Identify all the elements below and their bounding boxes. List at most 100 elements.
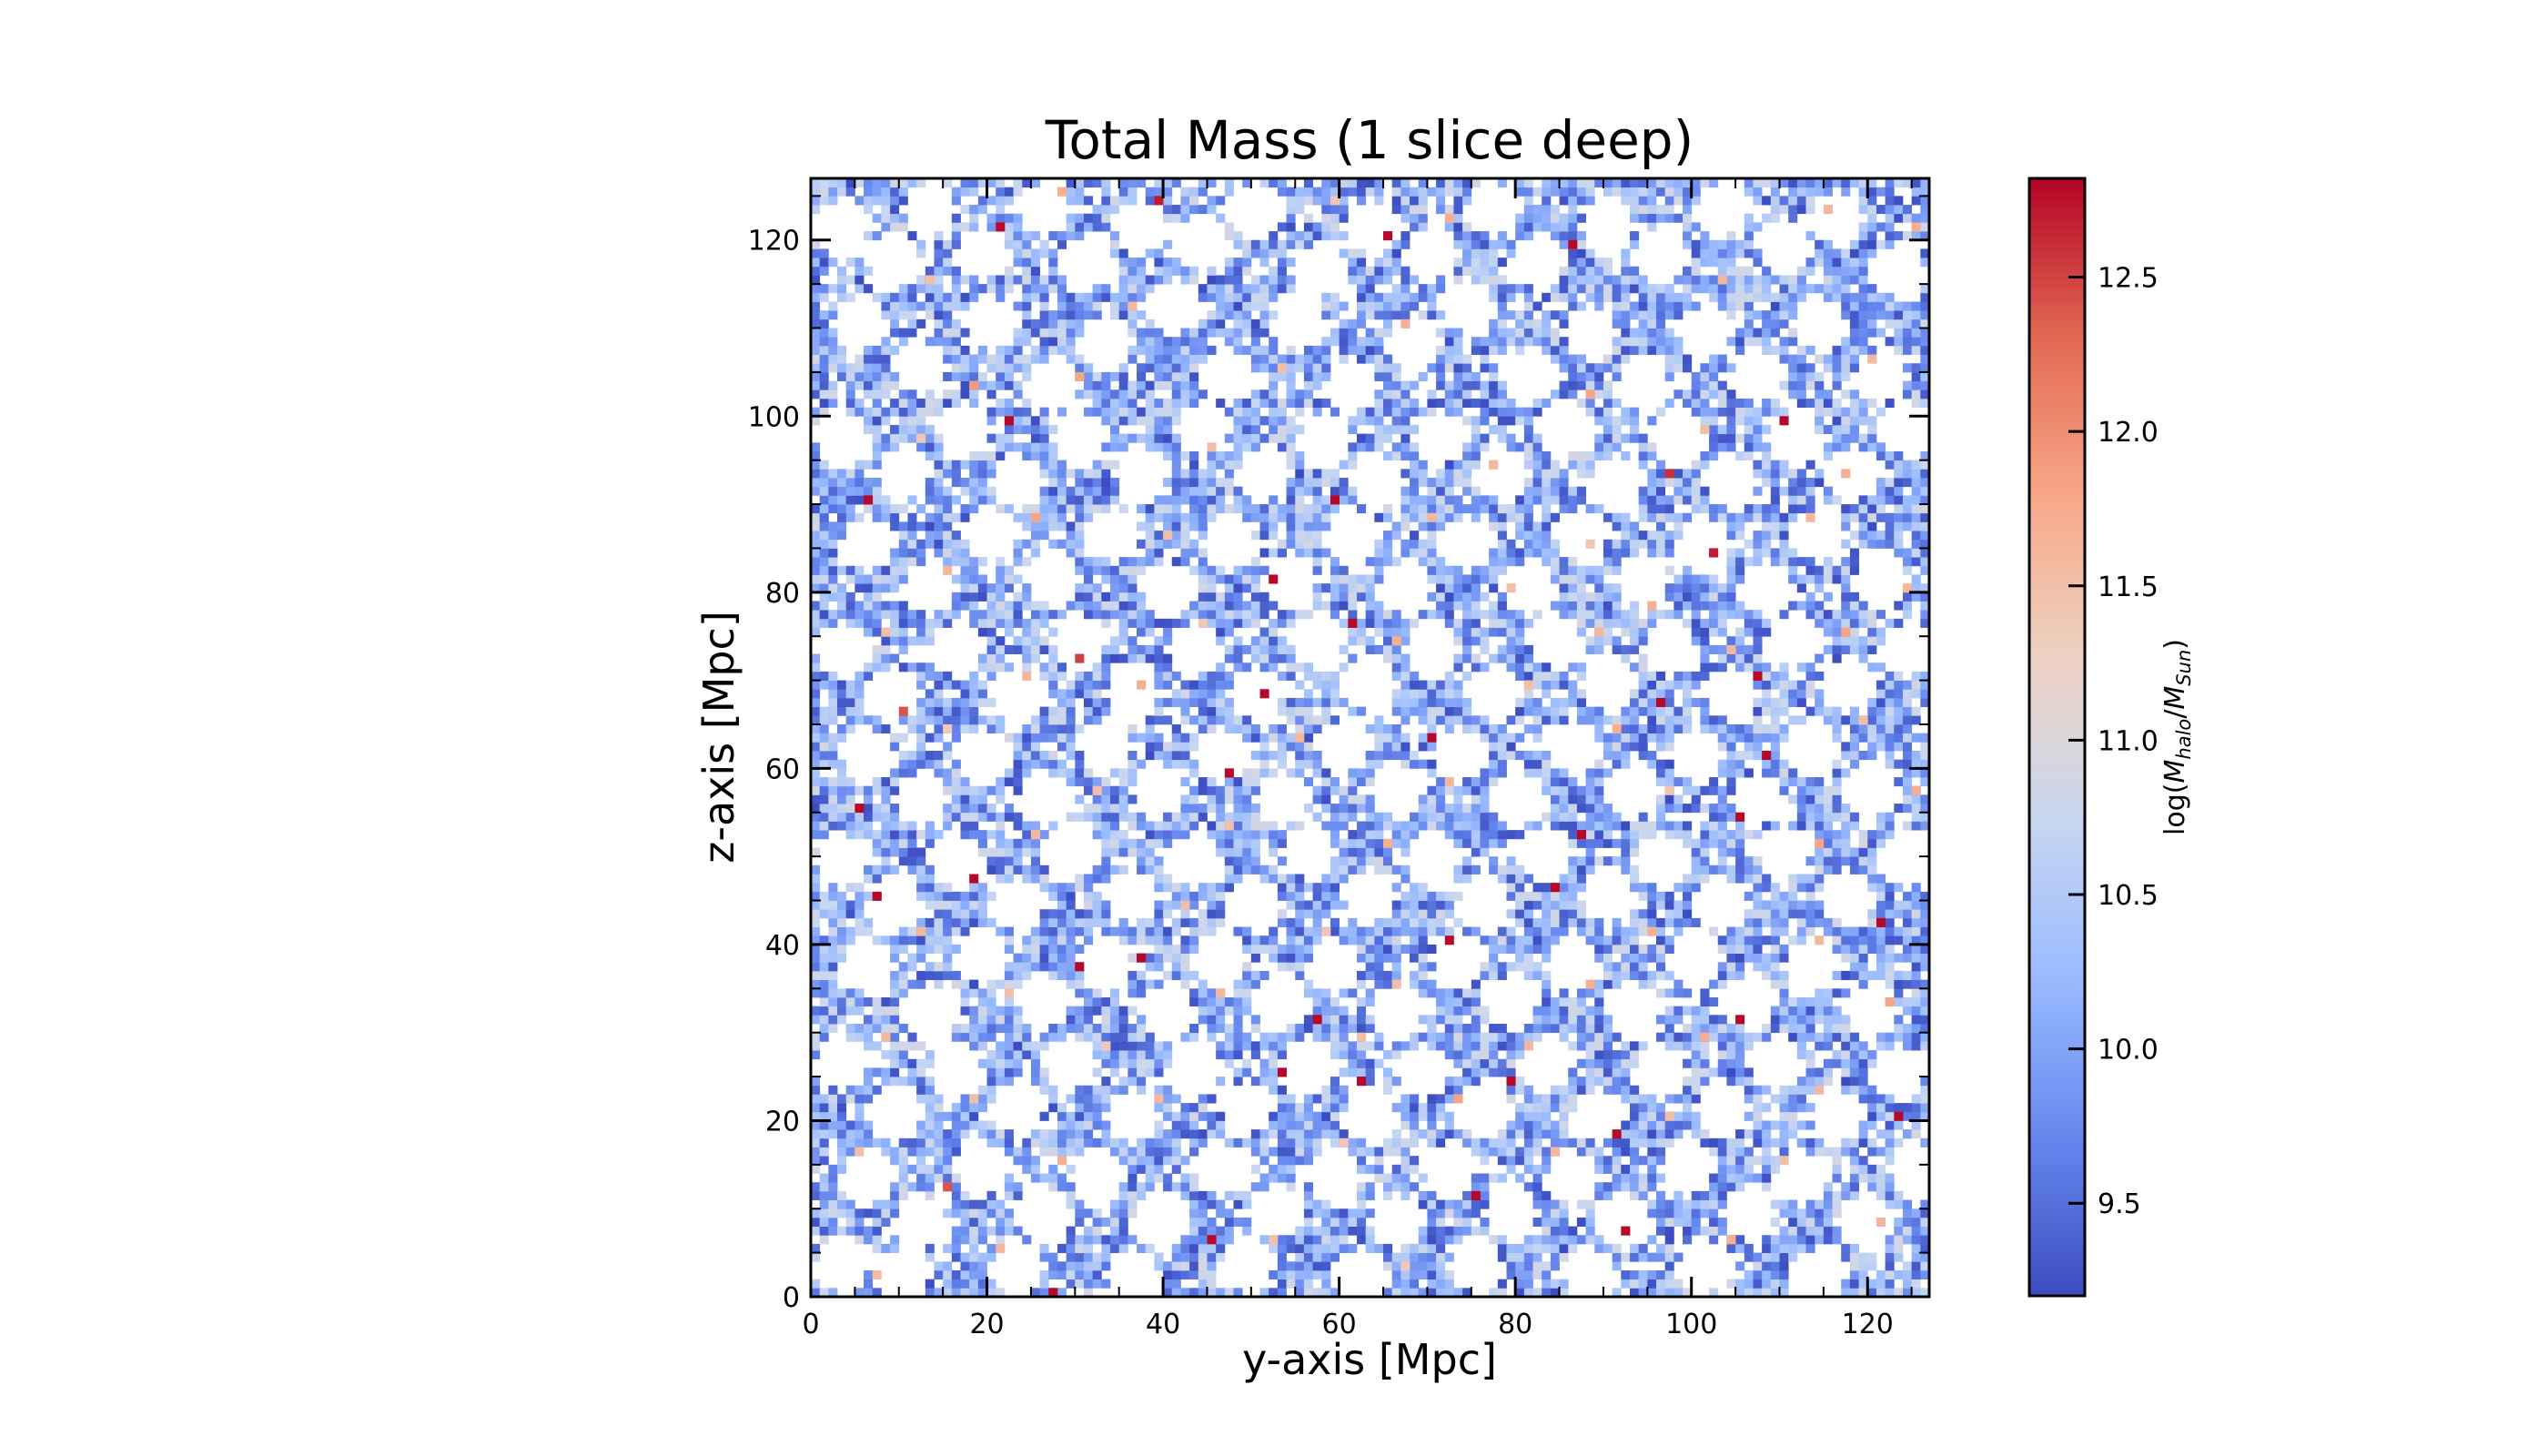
heatmap-cell <box>1303 883 1313 893</box>
heatmap-cell <box>1568 1235 1578 1245</box>
heatmap-cell <box>1145 1182 1155 1192</box>
heatmap-cell <box>1180 742 1190 752</box>
heatmap-cell <box>1400 1288 1410 1298</box>
heatmap-cell <box>819 706 829 716</box>
heatmap-cell <box>1180 891 1190 901</box>
heatmap-cell <box>1497 1288 1507 1298</box>
heatmap-cell <box>1427 891 1437 901</box>
heatmap-cell <box>1683 1032 1693 1042</box>
heatmap-cell <box>1638 953 1648 963</box>
heatmap-cell <box>1277 636 1287 646</box>
heatmap-cell <box>1039 1129 1049 1139</box>
heatmap-cell <box>1744 1032 1754 1042</box>
heatmap-cell <box>1180 979 1190 989</box>
heatmap-cell <box>1048 1173 1058 1183</box>
heatmap-cell <box>1594 1058 1604 1068</box>
heatmap-cell <box>960 1269 970 1280</box>
heatmap-cell <box>1137 618 1147 628</box>
heatmap-cell <box>996 794 1006 804</box>
heatmap-cell <box>1542 979 1552 989</box>
heatmap-cell <box>1612 759 1622 769</box>
heatmap-cell <box>1542 1156 1552 1166</box>
heatmap-cell <box>1321 883 1331 893</box>
heatmap-cell <box>1242 1138 1252 1148</box>
heatmap-cell <box>1849 742 1859 752</box>
heatmap-cell <box>1127 935 1138 945</box>
heatmap-cell <box>1092 794 1102 804</box>
heatmap-cell <box>1339 1015 1349 1025</box>
heatmap-cell <box>1242 988 1252 998</box>
heatmap-cell <box>1876 1094 1886 1104</box>
heatmap-cell <box>1858 1164 1868 1174</box>
heatmap-cell <box>1753 830 1763 840</box>
heatmap-cell <box>1189 812 1199 822</box>
heatmap-cell <box>1462 1032 1472 1042</box>
heatmap-cell <box>1250 1129 1260 1139</box>
heatmap-cell <box>837 733 847 743</box>
heatmap-cell <box>934 935 944 945</box>
heatmap-cell <box>1858 1173 1868 1183</box>
heatmap-cell <box>881 812 891 822</box>
heatmap-cell <box>1753 627 1763 637</box>
heatmap-cell <box>898 1156 908 1166</box>
heatmap-cell <box>1356 1058 1367 1068</box>
heatmap-cell <box>1700 715 1710 725</box>
heatmap-cell <box>1092 996 1102 1007</box>
heatmap-cell <box>1083 1006 1094 1016</box>
heatmap-cell <box>819 935 829 945</box>
heatmap-cell <box>1022 627 1032 637</box>
heatmap-cell <box>1400 864 1410 875</box>
heatmap-cell <box>1075 1032 1085 1042</box>
heatmap-cell <box>1207 1190 1217 1200</box>
heatmap-cell <box>1163 662 1173 672</box>
heatmap-cell <box>1233 1190 1243 1200</box>
heatmap-cell <box>1039 1288 1049 1298</box>
heatmap-cell <box>828 1006 838 1016</box>
heatmap-cell <box>1805 1243 1815 1254</box>
heatmap-cell <box>1410 1120 1420 1130</box>
heatmap-cell <box>1321 909 1331 919</box>
heatmap-cell <box>1198 723 1208 734</box>
heatmap-cell <box>1709 1288 1719 1298</box>
heatmap-cell <box>1277 653 1287 663</box>
heatmap-cell <box>1832 777 1842 787</box>
heatmap-cell <box>1101 671 1111 681</box>
heatmap-cell <box>1066 1015 1076 1025</box>
heatmap-cell <box>1506 864 1516 875</box>
heatmap-cell <box>1101 1015 1111 1025</box>
heatmap-cell <box>1691 1085 1701 1095</box>
heatmap-cell <box>1717 970 1727 981</box>
heatmap-cell <box>1691 1208 1701 1218</box>
heatmap-cell <box>1585 1032 1595 1042</box>
heatmap-cell <box>864 1235 874 1245</box>
heatmap-cell <box>1497 1058 1507 1068</box>
heatmap-cell <box>872 1199 882 1209</box>
heatmap-cell <box>1400 909 1410 919</box>
heatmap-cell <box>1092 1032 1102 1042</box>
heatmap-cell <box>1075 1199 1085 1209</box>
heatmap-cell <box>1242 856 1252 866</box>
heatmap-cell <box>1075 909 1085 919</box>
heatmap-cell <box>1163 1138 1173 1148</box>
heatmap-cell <box>1444 689 1454 699</box>
heatmap-cell <box>1515 733 1525 743</box>
heatmap-cell <box>986 1058 996 1068</box>
heatmap-cell <box>1726 944 1736 954</box>
heatmap-cell <box>1788 996 1798 1007</box>
heatmap-cell <box>1400 926 1410 936</box>
heatmap-cell <box>1621 953 1631 963</box>
heatmap-cell <box>864 917 874 927</box>
heatmap-cell <box>1189 1199 1199 1209</box>
heatmap-cell <box>1717 768 1727 778</box>
heatmap-cell <box>1629 1111 1640 1121</box>
heatmap-cell <box>1523 644 1533 654</box>
heatmap-cell <box>1321 988 1331 998</box>
heatmap-cell <box>969 618 979 628</box>
heatmap-cell <box>1004 996 1014 1007</box>
heatmap-cell <box>1277 759 1287 769</box>
heatmap-cell <box>1815 1199 1825 1209</box>
heatmap-cell <box>1163 1173 1173 1183</box>
heatmap-cell <box>1444 1050 1454 1060</box>
heatmap-cell <box>1858 733 1868 743</box>
heatmap-cell <box>1550 768 1560 778</box>
